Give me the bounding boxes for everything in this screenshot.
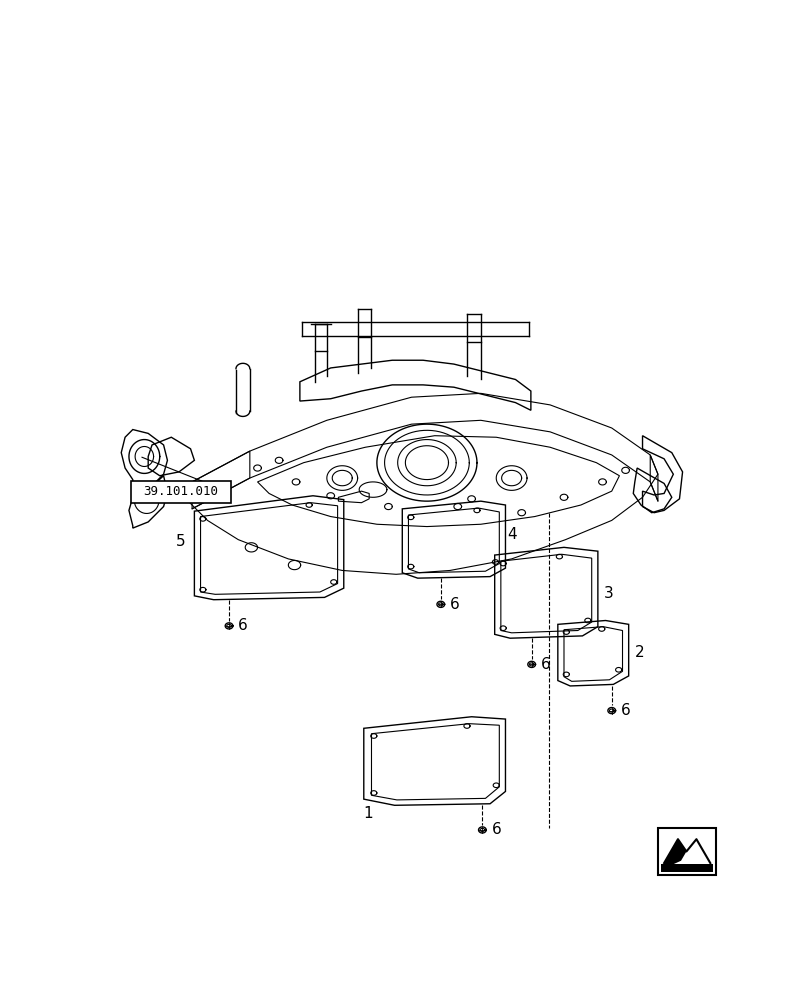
Text: 5: 5: [176, 534, 186, 549]
Text: 6: 6: [491, 822, 500, 837]
Text: 6: 6: [238, 618, 247, 633]
Text: 6: 6: [449, 597, 459, 612]
Polygon shape: [660, 864, 713, 872]
Polygon shape: [663, 839, 685, 868]
Text: 1: 1: [363, 806, 373, 820]
FancyBboxPatch shape: [657, 828, 715, 875]
Text: 39.101.010: 39.101.010: [143, 485, 218, 498]
Text: 6: 6: [540, 657, 550, 672]
Text: 2: 2: [634, 645, 644, 660]
Text: 6: 6: [620, 703, 630, 718]
Text: 4: 4: [506, 527, 516, 542]
Text: 3: 3: [603, 586, 613, 601]
FancyBboxPatch shape: [131, 481, 230, 503]
